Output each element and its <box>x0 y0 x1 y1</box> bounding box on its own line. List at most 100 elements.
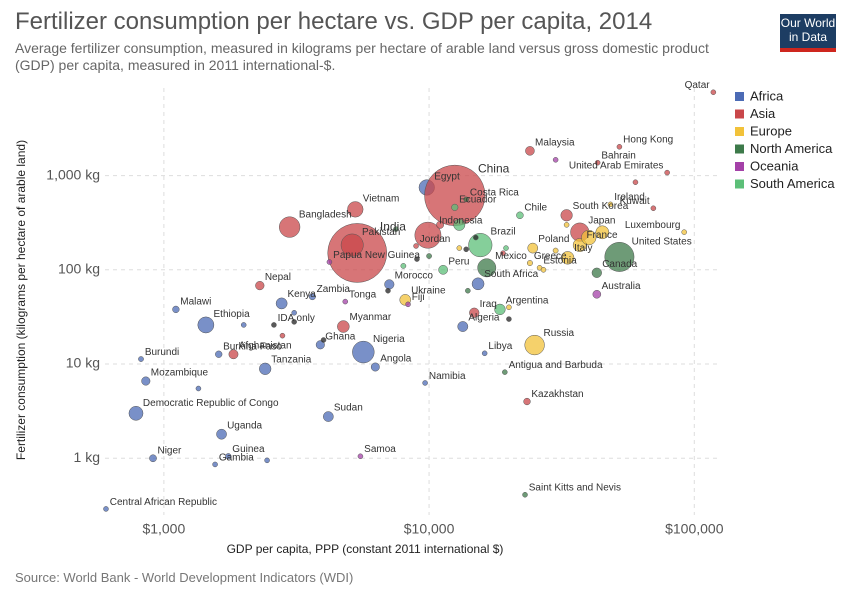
point <box>457 321 469 332</box>
point-label: Libya <box>488 341 512 352</box>
point-label: Papua New Guinea <box>333 250 420 261</box>
point-label: Qatar <box>685 80 711 91</box>
point <box>477 258 497 278</box>
legend-label: Asia <box>750 106 776 121</box>
y-tick-label: 100 kg <box>58 261 100 277</box>
point-label: Peru <box>448 256 469 267</box>
point <box>463 196 469 203</box>
point <box>436 220 444 229</box>
point <box>526 260 533 267</box>
point <box>308 293 316 301</box>
point <box>172 305 180 314</box>
point-label: Samoa <box>364 444 396 455</box>
point-label: Guinea <box>232 444 265 455</box>
point <box>141 376 151 386</box>
x-tick-label: $1,000 <box>142 521 185 537</box>
point <box>195 385 202 392</box>
point-label: Burundi <box>145 347 179 358</box>
point <box>347 201 364 218</box>
point <box>616 144 623 150</box>
point <box>212 461 218 468</box>
point-label: Sudan <box>334 403 363 414</box>
point <box>400 263 407 269</box>
point <box>607 201 614 208</box>
point-label: Iraq <box>480 299 497 310</box>
point <box>279 332 286 339</box>
point <box>357 453 364 460</box>
point-label: Indonesia <box>439 216 483 227</box>
y-tick-label: 1 kg <box>74 449 100 465</box>
point-label: Kuwait <box>620 196 650 207</box>
point-label: Morocco <box>395 271 434 282</box>
point <box>502 369 508 375</box>
point <box>594 159 601 166</box>
point-label: Jordan <box>420 234 451 245</box>
point <box>103 506 109 512</box>
point <box>522 492 528 498</box>
point <box>393 226 399 232</box>
point-label: South Korea <box>573 201 629 212</box>
legend-swatch <box>735 144 744 154</box>
point-label: Fiji <box>412 292 425 303</box>
point-label: United States <box>632 236 692 247</box>
point-label: Bangladesh <box>299 209 352 220</box>
point <box>426 253 432 259</box>
point <box>259 362 272 375</box>
point-label: Algeria <box>468 313 500 324</box>
point-label: Mexico <box>495 251 527 262</box>
point-label: Pakistan <box>362 227 400 238</box>
x-tick-label: $10,000 <box>404 521 455 537</box>
chart-title: Fertilizer consumption per hectare vs. G… <box>15 8 653 35</box>
point <box>710 89 717 96</box>
legend-label: Oceania <box>750 158 799 173</box>
point-label: Saint Kitts and Nevis <box>529 483 621 494</box>
point <box>337 320 350 333</box>
point <box>524 334 545 356</box>
point-label: Burkina Faso <box>223 342 282 353</box>
legend-swatch <box>735 162 744 171</box>
point-label: Ethiopia <box>214 309 251 320</box>
point-label: Tanzania <box>271 354 311 365</box>
chart: GDP per capita, PPP (constant 2011 inter… <box>14 80 835 556</box>
point <box>540 267 547 273</box>
point-label: Myanmar <box>350 312 392 323</box>
legend-label: South America <box>750 176 835 191</box>
point-label: Zambia <box>317 284 351 295</box>
point <box>463 246 469 253</box>
point <box>527 242 539 254</box>
point <box>414 221 442 249</box>
point-label: Hong Kong <box>623 135 673 146</box>
point-label: Namibia <box>429 371 466 382</box>
point <box>384 279 395 290</box>
point-label: Central African Republic <box>110 497 217 508</box>
point <box>469 307 480 318</box>
chart-subtitle: Average fertilizer consumption, measured… <box>15 40 709 73</box>
point-label: Japan <box>588 215 615 226</box>
point <box>500 250 506 256</box>
logo-line: Our World <box>780 16 836 30</box>
point <box>228 349 239 360</box>
point-label: Malaysia <box>535 137 575 148</box>
point-label: Tonga <box>349 289 377 300</box>
point-label: Australia <box>602 281 641 292</box>
point <box>456 245 463 251</box>
point <box>128 406 144 421</box>
point <box>323 411 334 422</box>
point <box>315 340 325 350</box>
point-label: Vietnam <box>363 194 400 205</box>
point <box>413 243 419 249</box>
y-tick-label: 10 kg <box>66 355 100 371</box>
point <box>503 245 509 251</box>
point <box>563 222 570 228</box>
point <box>255 281 265 291</box>
logo-line: in Data <box>788 30 828 44</box>
point-label: Egypt <box>434 172 460 183</box>
point <box>279 216 301 238</box>
point-label: Ghana <box>325 331 355 342</box>
point <box>370 362 380 372</box>
point <box>385 287 391 294</box>
point <box>149 454 157 463</box>
point-label: Argentina <box>506 295 549 306</box>
point-label: Bahrain <box>601 151 635 162</box>
